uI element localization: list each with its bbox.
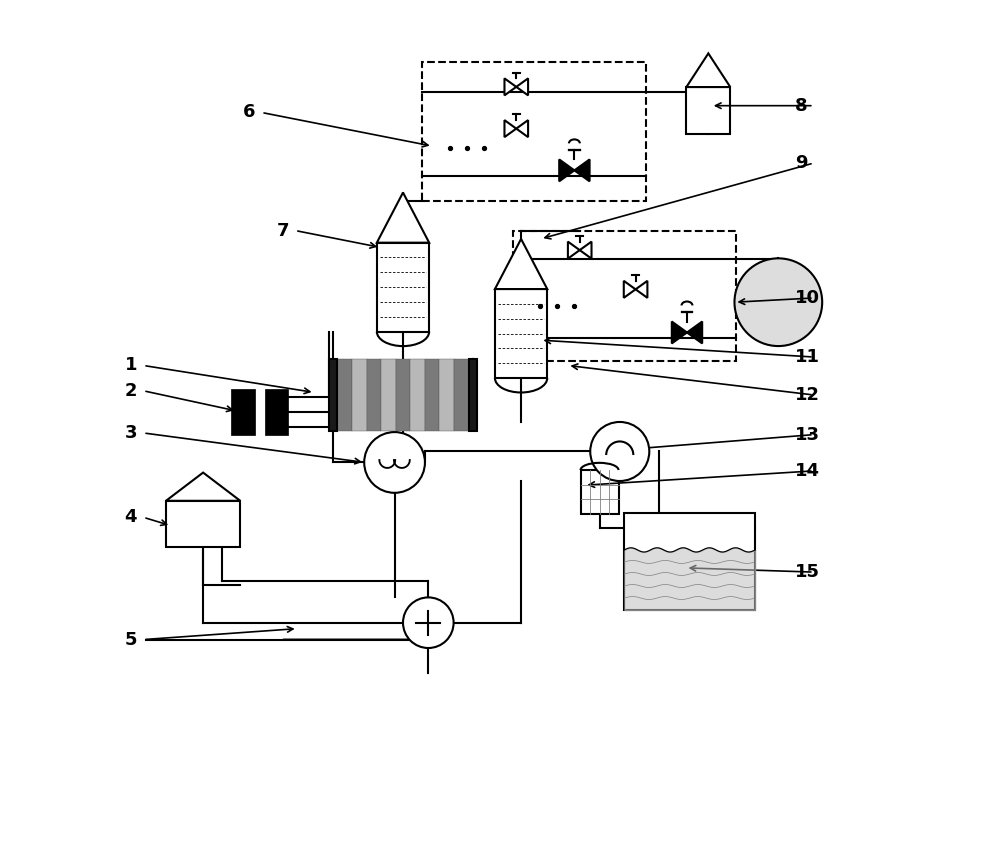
Circle shape [364, 432, 425, 492]
Bar [329, 359, 337, 430]
Text: 13: 13 [795, 425, 820, 444]
Bar [454, 359, 469, 430]
Text: 7: 7 [276, 222, 289, 239]
Text: 1: 1 [125, 357, 137, 374]
Polygon shape [686, 53, 730, 87]
Polygon shape [574, 160, 590, 182]
Bar [469, 359, 477, 430]
Bar [381, 359, 396, 430]
Bar [439, 359, 454, 430]
Circle shape [734, 258, 822, 346]
Circle shape [590, 422, 649, 481]
Polygon shape [516, 78, 528, 95]
Text: 6: 6 [243, 104, 255, 121]
Circle shape [403, 598, 454, 648]
Bar [265, 389, 288, 435]
Polygon shape [559, 160, 574, 182]
Text: 3: 3 [125, 424, 137, 442]
Bar [581, 470, 619, 514]
Polygon shape [672, 322, 687, 343]
Polygon shape [580, 242, 592, 259]
Polygon shape [377, 193, 429, 243]
Bar [422, 62, 646, 201]
Polygon shape [495, 239, 547, 289]
Bar [166, 501, 240, 547]
Polygon shape [516, 120, 528, 138]
Text: 12: 12 [795, 386, 820, 404]
Polygon shape [636, 281, 647, 298]
Bar [396, 359, 410, 430]
Text: 9: 9 [795, 154, 808, 172]
Bar [367, 359, 381, 430]
Bar [352, 359, 367, 430]
Text: 14: 14 [795, 462, 820, 480]
Polygon shape [166, 473, 240, 501]
Bar [425, 359, 439, 430]
Bar [495, 289, 547, 378]
Polygon shape [504, 78, 516, 95]
Text: 2: 2 [125, 382, 137, 400]
Bar [513, 231, 736, 361]
Bar [624, 513, 755, 610]
Polygon shape [504, 120, 516, 138]
Text: 15: 15 [795, 563, 820, 581]
Bar [231, 389, 255, 435]
Bar [686, 87, 730, 133]
Text: 4: 4 [125, 509, 137, 526]
Text: 10: 10 [795, 289, 820, 307]
Polygon shape [568, 242, 580, 259]
Text: 11: 11 [795, 348, 820, 366]
Polygon shape [624, 281, 636, 298]
Polygon shape [687, 322, 702, 343]
Text: 8: 8 [795, 97, 808, 115]
Bar [377, 243, 429, 332]
Bar [337, 359, 352, 430]
Bar [410, 359, 425, 430]
Text: 5: 5 [125, 631, 137, 649]
